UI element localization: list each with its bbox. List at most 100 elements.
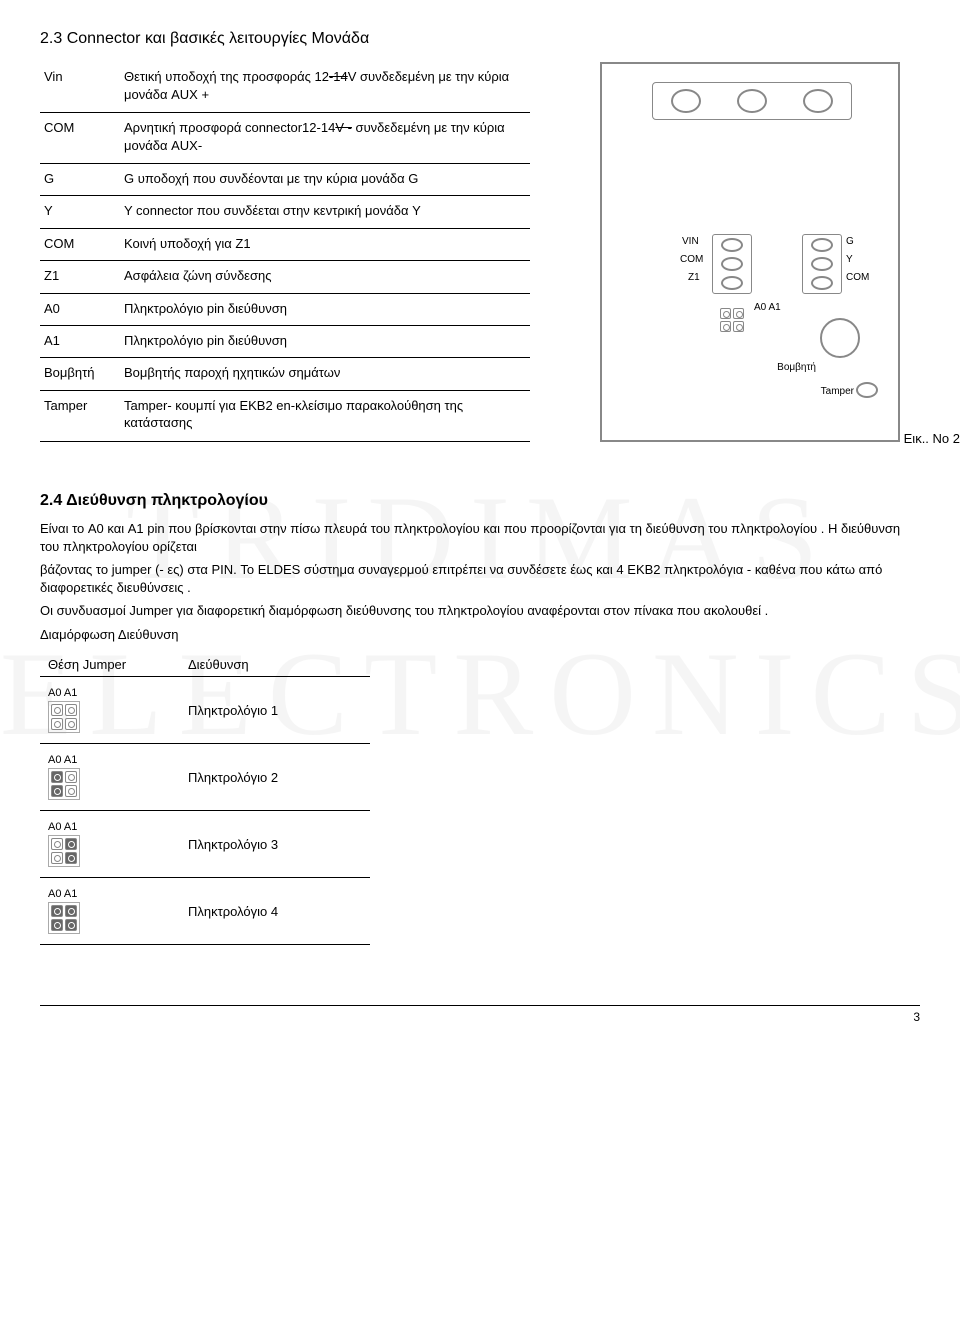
jumper-pin: [65, 838, 77, 850]
connector-label: Z1: [40, 261, 120, 293]
connector-label: A0: [40, 293, 120, 325]
address-table-head-addr: Διεύθυνση: [180, 653, 370, 677]
connector-label: Tamper: [40, 390, 120, 441]
connector-label: Βομβητή: [40, 358, 120, 390]
right-connector-strip: [802, 234, 842, 294]
table-row: YY connector που συνδέεται στην κεντρική…: [40, 196, 530, 228]
jumper-pin: [51, 852, 63, 864]
connector-desc: Βομβητής παροχή ηχητικών σημάτων: [120, 358, 530, 390]
page-footer: 3: [40, 1005, 920, 1024]
table-row: A0Πληκτρολόγιο pin διεύθυνση: [40, 293, 530, 325]
table-row: GG υποδοχή που συνδέονται με την κύρια μ…: [40, 164, 530, 196]
connector-hole: [721, 257, 743, 271]
connector-desc: Πληκτρολόγιο pin διεύθυνση: [120, 293, 530, 325]
jumper-icon: [48, 902, 80, 934]
jumper-icon: [48, 835, 80, 867]
pcb-label-g: G: [846, 236, 854, 247]
jumper-cell: A0 A1: [40, 677, 180, 744]
connector-hole: [811, 276, 833, 290]
jumper-label: A0 A1: [48, 754, 172, 766]
left-connector-strip: [712, 234, 752, 294]
connector-hole: [811, 238, 833, 252]
connector-desc: Πληκτρολόγιο pin διεύθυνση: [120, 326, 530, 358]
pcb-label-vin: VIN: [682, 236, 699, 247]
table-row: A0 A1Πληκτρολόγιο 3: [40, 811, 370, 878]
tamper-hole: [856, 382, 878, 398]
connector-label: COM: [40, 113, 120, 164]
table-row: TamperTamper- κουμπί για EKB2 en-κλείσιμ…: [40, 390, 530, 441]
connector-hole: [737, 89, 767, 113]
address-name: Πληκτρολόγιο 1: [180, 677, 370, 744]
address-name: Πληκτρολόγιο 3: [180, 811, 370, 878]
connector-desc: Αρνητική προσφορά connector12-14V - συνδ…: [120, 113, 530, 164]
address-name: Πληκτρολόγιο 2: [180, 744, 370, 811]
connector-label: Y: [40, 196, 120, 228]
table-row: A0 A1 Πληκτρολόγιο 4: [40, 878, 370, 945]
pcb-label-y: Y: [846, 254, 853, 265]
jumper-pin: [51, 785, 63, 797]
connector-hole: [811, 257, 833, 271]
jumper-cell: A0 A1: [40, 744, 180, 811]
connector-hole: [803, 89, 833, 113]
jumper-pin: [65, 704, 77, 716]
page-number: 3: [913, 1010, 920, 1024]
section-2-4-para2: βάζοντας το jumper (- ες) στα PIN. Το EL…: [40, 561, 920, 596]
pcb-label-tamper: Tamper: [821, 386, 854, 397]
connector-desc: Tamper- κουμπί για EKB2 en-κλείσιμο παρα…: [120, 390, 530, 441]
jumper-pin: [65, 905, 77, 917]
jumper-pin: [65, 771, 77, 783]
section-2-4-para1: Είναι το A0 και A1 pin που βρίσκονται στ…: [40, 520, 920, 555]
connector-desc: Κοινή υποδοχή για Z1: [120, 228, 530, 260]
section-2-4-para4: Διαμόρφωση Διεύθυνση: [40, 626, 920, 644]
pcb-label-com2: COM: [846, 272, 869, 283]
connector-label: A1: [40, 326, 120, 358]
connector-label: COM: [40, 228, 120, 260]
connector-desc: G υποδοχή που συνδέονται με την κύρια μο…: [120, 164, 530, 196]
section-2-4-para3: Οι συνδυασμοί Jumper για διαφορετική δια…: [40, 602, 920, 620]
jumper-pin: [51, 919, 63, 931]
connector-desc: Ασφάλεια ζώνη σύνδεσης: [120, 261, 530, 293]
buzzer-icon: [820, 318, 860, 358]
table-row: A0 A1 Πληκτρολόγιο 2: [40, 744, 370, 811]
jumper-pin: [65, 785, 77, 797]
jumper-cell: A0 A1: [40, 811, 180, 878]
address-table-head-pos: Θέση Jumper: [40, 653, 180, 677]
connector-hole: [671, 89, 701, 113]
jumper-pin: [65, 852, 77, 864]
section-2-4-title: 2.4 Διεύθυνση πληκτρολογίου: [40, 492, 920, 510]
jumper-pin: [65, 919, 77, 931]
connector-desc: Θετική υποδοχή της προσφοράς 12-14V συνδ…: [120, 62, 530, 113]
connector-desc: Y connector που συνδέεται στην κεντρική …: [120, 196, 530, 228]
jumper-pin: [51, 838, 63, 850]
jumper-label: A0 A1: [48, 888, 172, 900]
address-name: Πληκτρολόγιο 4: [180, 878, 370, 945]
connector-hole: [721, 276, 743, 290]
jumper-icon: [48, 701, 80, 733]
pcb-label-com: COM: [680, 254, 703, 265]
pcb-label-z1: Z1: [688, 272, 700, 283]
table-row: COMΑρνητική προσφορά connector12-14V - σ…: [40, 113, 530, 164]
table-row: A0 A1 Πληκτρολόγιο 1: [40, 677, 370, 744]
table-row: ΒομβητήΒομβητής παροχή ηχητικών σημάτων: [40, 358, 530, 390]
jumper-pin: [51, 905, 63, 917]
table-row: A1Πληκτρολόγιο pin διεύθυνση: [40, 326, 530, 358]
address-table: Θέση Jumper Διεύθυνση A0 A1Πληκτρολόγιο …: [40, 653, 370, 945]
table-row: COMΚοινή υποδοχή για Z1: [40, 228, 530, 260]
jumper-pin: [51, 718, 63, 730]
jumper-pin: [51, 771, 63, 783]
jumper-pin: [51, 704, 63, 716]
jumper-block: [720, 308, 748, 332]
table-row: Z1Ασφάλεια ζώνη σύνδεσης: [40, 261, 530, 293]
connector-label: G: [40, 164, 120, 196]
pcb-label-a0a1: A0 A1: [754, 302, 781, 313]
connector-table: VinΘετική υποδοχή της προσφοράς 12-14V σ…: [40, 62, 530, 442]
top-connector-strip: [652, 82, 852, 120]
connector-hole: [721, 238, 743, 252]
jumper-icon: [48, 768, 80, 800]
table-row: VinΘετική υποδοχή της προσφοράς 12-14V σ…: [40, 62, 530, 113]
section-2-3-title: 2.3 Connector και βασικές λειτουργίες Μο…: [40, 30, 920, 48]
figure-caption: Εικ.. No 2: [904, 431, 960, 446]
jumper-pin: [65, 718, 77, 730]
jumper-label: A0 A1: [48, 687, 172, 699]
jumper-cell: A0 A1: [40, 878, 180, 945]
